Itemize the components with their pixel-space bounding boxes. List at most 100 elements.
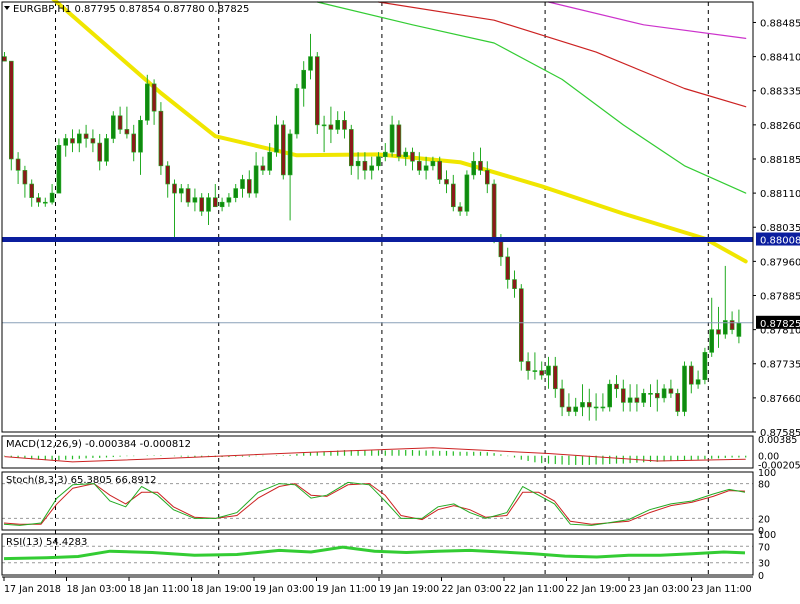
price-tick-label: 0.87585 — [760, 428, 800, 439]
rsi-line — [3, 545, 746, 561]
candle-body — [552, 365, 558, 390]
horizontal-level[interactable] — [2, 237, 753, 324]
candle — [77, 129, 82, 153]
candle-body — [505, 256, 511, 280]
moving-average-line — [547, 1, 747, 40]
candle-body — [138, 120, 143, 153]
candle — [36, 193, 41, 207]
candle — [355, 152, 361, 180]
time-tick-label: 19 Jan 11:00 — [317, 584, 377, 595]
candle — [260, 156, 266, 175]
candle-body — [586, 402, 592, 408]
candle — [9, 60, 14, 171]
candle — [512, 270, 517, 298]
time-tick-label: 17 Jan 2018 — [4, 584, 61, 595]
candle — [627, 384, 633, 412]
level-price-label-text: 0.88008 — [760, 236, 800, 247]
time-tick-label: 18 Jan 19:00 — [192, 584, 252, 595]
candle-body — [185, 188, 191, 203]
time-tick-label: 19 Jan 19:00 — [379, 584, 439, 595]
candle-body — [117, 115, 123, 130]
price-tick-label: 0.87660 — [760, 394, 800, 405]
candle-body — [668, 388, 674, 394]
time-tick-label: 22 Jan 19:00 — [567, 584, 627, 595]
candle — [321, 115, 327, 153]
current-price-label: 0.87825 — [756, 315, 800, 330]
candle-body — [729, 320, 735, 330]
candle — [682, 361, 687, 417]
candle-body — [695, 379, 701, 385]
current-price-label-text: 0.87825 — [760, 319, 800, 330]
time-tick-label: 23 Jan 03:00 — [629, 584, 689, 595]
candle-body — [607, 383, 613, 408]
candle — [240, 174, 245, 198]
candle — [423, 156, 429, 180]
candle-body — [70, 138, 75, 144]
candle-body — [627, 397, 633, 403]
candle — [634, 384, 640, 412]
candle — [546, 356, 551, 389]
candle-body — [722, 320, 728, 335]
moving-average-line — [316, 1, 747, 194]
candle — [29, 179, 35, 207]
candle — [614, 375, 619, 398]
candle — [15, 152, 21, 185]
candle-body — [36, 197, 41, 203]
candle — [607, 379, 613, 412]
candle-body — [457, 206, 463, 212]
candle — [525, 352, 531, 380]
price-tick-label: 0.88035 — [760, 223, 800, 234]
candle — [185, 184, 191, 207]
candle-body — [512, 279, 517, 289]
candle — [287, 129, 293, 221]
candle-body — [342, 120, 347, 130]
price-panel-frame — [1, 1, 754, 433]
macd-tick-label: 0.00 — [758, 452, 779, 463]
labels: 0.88485 0.88410 0.88335 0.88260 0.88185 0.881… — [4, 4, 800, 595]
candle — [308, 33, 313, 80]
candle-body — [376, 156, 381, 167]
candle — [348, 124, 354, 175]
price-tick-label: 0.87810 — [760, 326, 800, 337]
macd-label: MACD(12,26,9) -0.000384 -0.000812 — [6, 439, 191, 450]
candle-body — [396, 124, 402, 158]
candle-body — [301, 69, 307, 89]
candle-body — [648, 393, 653, 395]
candle-body — [124, 129, 130, 135]
candle — [70, 129, 75, 153]
candle-body — [600, 406, 606, 409]
candle — [648, 384, 653, 407]
candle — [131, 124, 136, 162]
candle — [410, 147, 415, 171]
time-tick-label: 18 Jan 03:00 — [67, 584, 127, 595]
candle-body — [348, 129, 354, 167]
level-price-label: 0.88008 — [756, 232, 800, 247]
candle-body — [573, 406, 579, 412]
candle-body — [104, 138, 109, 162]
candle-body — [355, 160, 361, 167]
price-tick-label: 0.88110 — [760, 189, 800, 200]
candle — [566, 393, 572, 417]
stoch-tick-label: 0 — [758, 526, 764, 537]
candle — [342, 111, 347, 139]
candle-body — [675, 393, 681, 412]
candle — [586, 388, 592, 421]
candle — [403, 147, 409, 166]
candle — [396, 120, 402, 162]
candle — [117, 106, 123, 134]
candle-body — [131, 133, 136, 153]
candle-body — [233, 188, 238, 198]
candle — [450, 174, 456, 212]
candle — [314, 52, 320, 134]
candle — [206, 193, 211, 225]
candle-body — [518, 288, 524, 362]
candle — [83, 124, 89, 148]
price-tick-label: 0.88260 — [760, 121, 800, 132]
price-tick-label: 0.88410 — [760, 53, 800, 64]
candle-body — [716, 329, 721, 335]
candle — [97, 133, 102, 171]
candle-body — [111, 115, 116, 139]
